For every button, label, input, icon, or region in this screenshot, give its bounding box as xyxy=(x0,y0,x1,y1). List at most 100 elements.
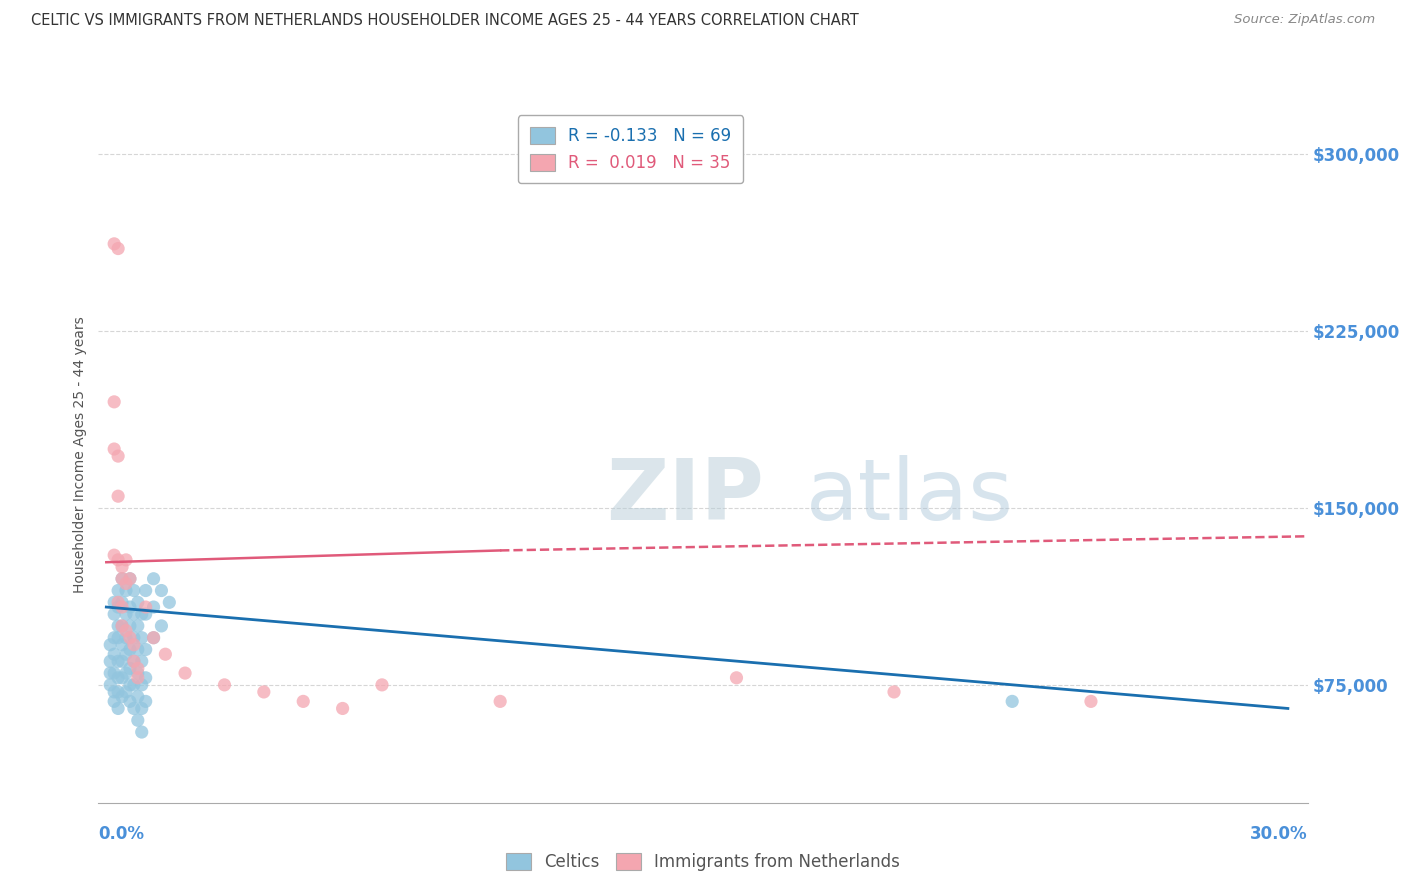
Point xyxy=(115,631,138,645)
Point xyxy=(332,701,354,715)
Point xyxy=(115,685,138,699)
Point xyxy=(107,685,129,699)
Point xyxy=(131,607,153,621)
Y-axis label: Householder Income Ages 25 - 44 years: Householder Income Ages 25 - 44 years xyxy=(73,317,87,593)
Point xyxy=(103,548,125,562)
Point xyxy=(111,619,134,633)
Point xyxy=(107,701,129,715)
Point xyxy=(103,666,125,681)
Point xyxy=(155,647,177,661)
Point xyxy=(98,654,121,668)
Point xyxy=(115,576,138,591)
Point xyxy=(115,583,138,598)
Point xyxy=(107,600,129,615)
Point xyxy=(107,595,129,609)
Text: CELTIC VS IMMIGRANTS FROM NETHERLANDS HOUSEHOLDER INCOME AGES 25 - 44 YEARS CORR: CELTIC VS IMMIGRANTS FROM NETHERLANDS HO… xyxy=(31,13,859,29)
Point xyxy=(122,607,145,621)
Point xyxy=(107,671,129,685)
Point xyxy=(118,631,141,645)
Point xyxy=(131,678,153,692)
Point xyxy=(111,572,134,586)
Legend: Celtics, Immigrants from Netherlands: Celtics, Immigrants from Netherlands xyxy=(498,845,908,880)
Point xyxy=(103,647,125,661)
Point xyxy=(489,694,512,708)
Point xyxy=(883,685,905,699)
Point xyxy=(142,572,165,586)
Point xyxy=(103,236,125,251)
Point xyxy=(118,661,141,675)
Point xyxy=(150,619,173,633)
Point xyxy=(127,619,149,633)
Point xyxy=(111,671,134,685)
Point xyxy=(111,572,134,586)
Point xyxy=(127,642,149,657)
Point xyxy=(122,678,145,692)
Point xyxy=(122,638,145,652)
Point xyxy=(127,666,149,681)
Point xyxy=(98,666,121,681)
Point xyxy=(135,600,157,615)
Point xyxy=(118,694,141,708)
Point xyxy=(115,607,138,621)
Point xyxy=(127,595,149,609)
Point xyxy=(107,583,129,598)
Point xyxy=(135,583,157,598)
Point xyxy=(118,600,141,615)
Point xyxy=(131,701,153,715)
Point xyxy=(1080,694,1102,708)
Point xyxy=(127,661,149,675)
Point xyxy=(111,560,134,574)
Point xyxy=(103,395,125,409)
Point xyxy=(115,624,138,638)
Point xyxy=(135,694,157,708)
Point xyxy=(115,666,138,681)
Point xyxy=(135,642,157,657)
Point xyxy=(103,595,125,609)
Point xyxy=(127,671,149,685)
Point xyxy=(122,654,145,668)
Point xyxy=(131,725,153,739)
Point xyxy=(118,572,141,586)
Point xyxy=(253,685,276,699)
Point xyxy=(122,631,145,645)
Point xyxy=(103,442,125,456)
Point xyxy=(111,690,134,704)
Point xyxy=(107,654,129,668)
Point xyxy=(111,600,134,615)
Point xyxy=(107,631,129,645)
Point xyxy=(98,678,121,692)
Point xyxy=(135,671,157,685)
Point xyxy=(107,553,129,567)
Point xyxy=(122,583,145,598)
Point xyxy=(1001,694,1024,708)
Point xyxy=(118,642,141,657)
Point xyxy=(174,666,197,681)
Point xyxy=(127,713,149,727)
Point xyxy=(107,619,129,633)
Point xyxy=(122,654,145,668)
Text: atlas: atlas xyxy=(806,455,1014,538)
Point xyxy=(131,631,153,645)
Point xyxy=(157,595,180,609)
Point xyxy=(150,583,173,598)
Point xyxy=(725,671,748,685)
Point xyxy=(103,694,125,708)
Point xyxy=(135,607,157,621)
Point xyxy=(292,694,315,708)
Point xyxy=(115,647,138,661)
Text: ZIP: ZIP xyxy=(606,455,763,538)
Text: 0.0%: 0.0% xyxy=(98,825,145,843)
Text: Source: ZipAtlas.com: Source: ZipAtlas.com xyxy=(1234,13,1375,27)
Point xyxy=(214,678,236,692)
Point xyxy=(98,638,121,652)
Point xyxy=(131,654,153,668)
Text: 30.0%: 30.0% xyxy=(1250,825,1308,843)
Point xyxy=(118,678,141,692)
Point xyxy=(103,631,125,645)
Point xyxy=(142,631,165,645)
Point xyxy=(142,600,165,615)
Point xyxy=(118,572,141,586)
Point xyxy=(127,690,149,704)
Point xyxy=(107,489,129,503)
Point xyxy=(111,654,134,668)
